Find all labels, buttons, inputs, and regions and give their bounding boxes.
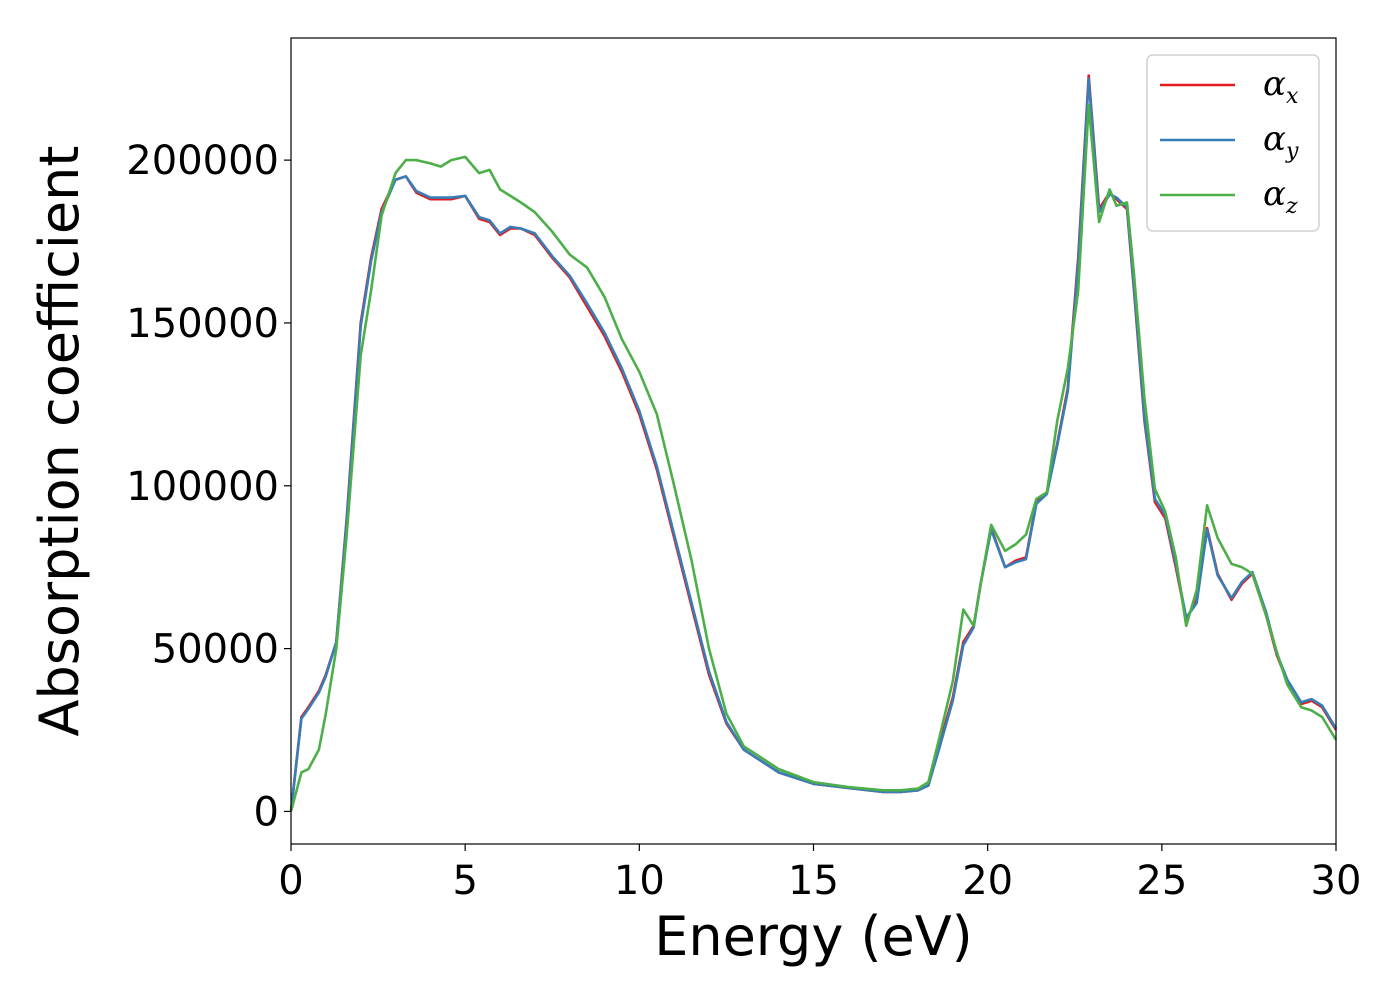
x-tick-label: 10 (614, 858, 665, 904)
y-tick-label: 100000 (126, 464, 279, 510)
x-axis-label: Energy (eV) (654, 905, 973, 968)
legend-box (1146, 54, 1320, 232)
x-tick-label: 20 (962, 858, 1013, 904)
y-tick-label: 150000 (126, 301, 279, 347)
series-line-z (289, 103, 1338, 812)
x-tick-label: 15 (788, 858, 839, 904)
y-tick-label: 0 (254, 789, 279, 835)
legend-label-x: αx (1263, 64, 1299, 109)
x-tick-label: 25 (1136, 858, 1187, 904)
x-tick-label: 5 (452, 858, 477, 904)
y-tick-label: 200000 (126, 138, 279, 184)
x-axis-ticks: 0 5 10 15 20 25 30 (278, 844, 1361, 904)
y-axis-label: Absorption coefficient (28, 146, 91, 737)
y-axis-ticks: 0 50000 100000 150000 200000 (126, 138, 291, 835)
x-tick-label: 0 (278, 858, 303, 904)
series-lines (289, 74, 1338, 812)
legend-label-y: αy (1263, 119, 1299, 164)
y-tick-label: 50000 (152, 627, 279, 673)
x-tick-label: 30 (1311, 858, 1362, 904)
